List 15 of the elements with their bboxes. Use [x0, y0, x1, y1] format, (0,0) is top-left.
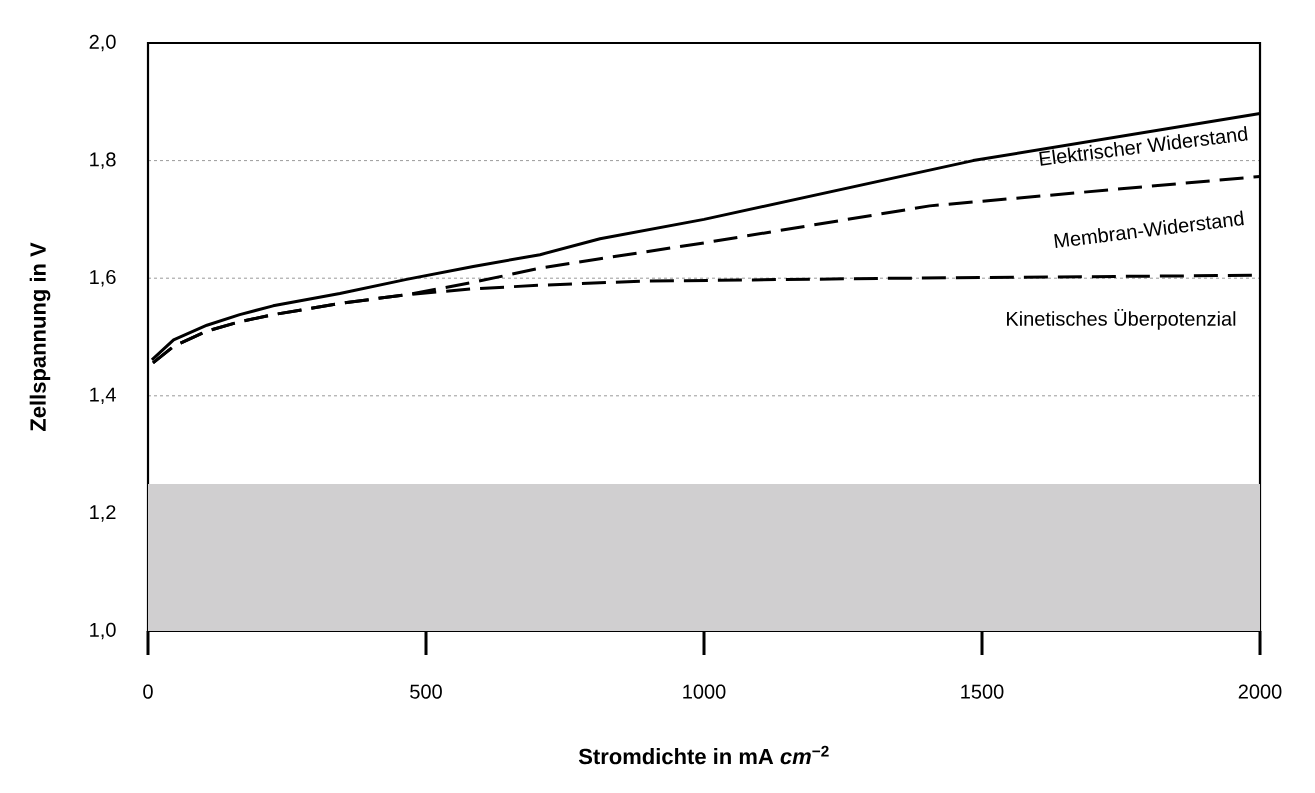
- x-tick-label: 2000: [1238, 684, 1282, 699]
- x-tick-label: 0: [143, 684, 153, 699]
- annotation: Kinetisches Überpotenzial: [1007, 308, 1236, 330]
- y-axis-title: Zellspannung in V: [29, 242, 51, 432]
- x-axis-title: Stromdichte in mA cm$^{−2}$: [578, 745, 829, 765]
- x-tick-label: 1000: [683, 684, 726, 699]
- y-tick-label: 2,0: [89, 34, 116, 52]
- annotation: Elektrischer Widerstand: [1039, 125, 1248, 166]
- x-tick-label: 1500: [961, 684, 1004, 699]
- y-tick-label: 1,8: [90, 152, 116, 169]
- x-tick-label: 500: [410, 684, 442, 699]
- y-tick-label: 1,4: [90, 387, 116, 404]
- y-tick-label: 1,6: [90, 269, 116, 287]
- y-tick-label: 1,0: [90, 622, 116, 640]
- y-tick-label: 1,2: [90, 505, 116, 522]
